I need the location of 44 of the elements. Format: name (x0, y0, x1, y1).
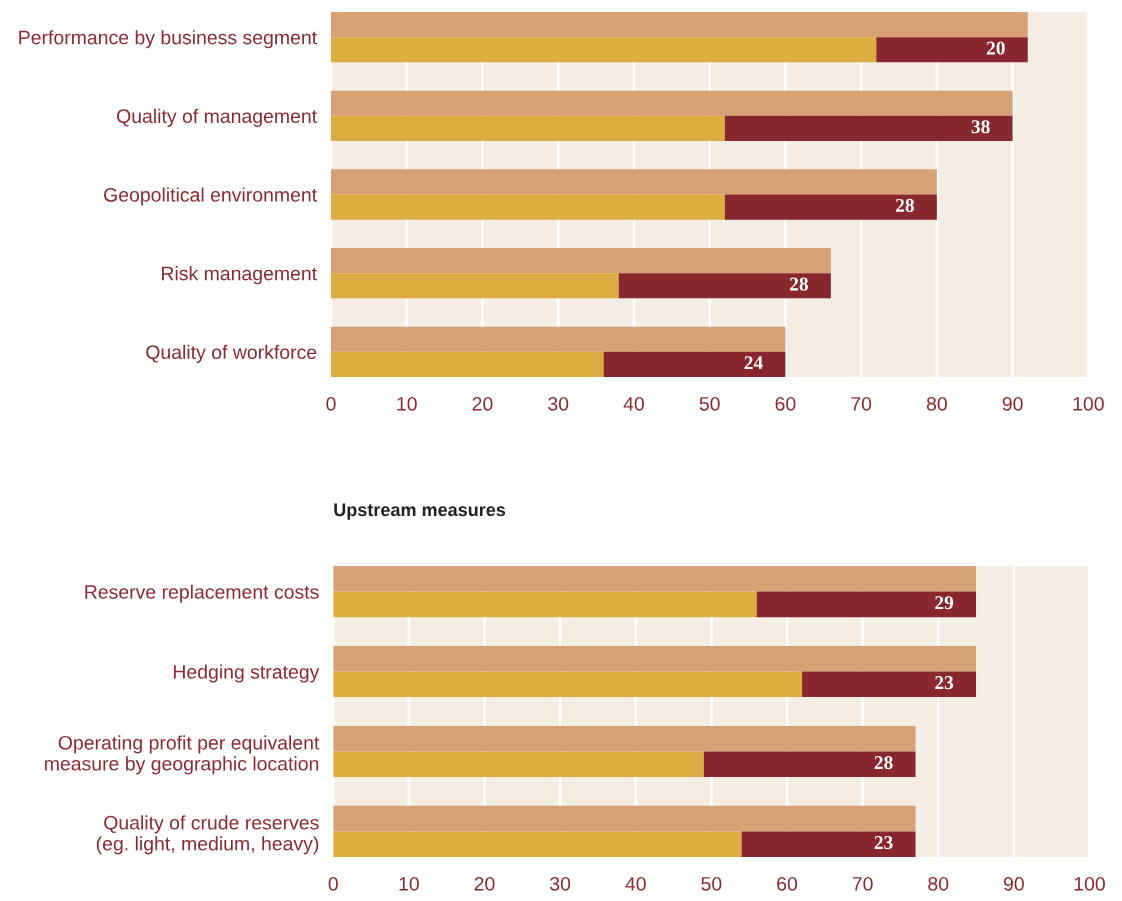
x-tick-label: 70 (852, 876, 873, 891)
y-tick-label: Quality of workforce (146, 344, 317, 363)
x-tick-label: 80 (928, 876, 949, 891)
x-tick-label: 40 (625, 876, 646, 891)
data-label: 38 (971, 120, 990, 134)
x-tick-label: 40 (623, 396, 644, 411)
bar (876, 37, 1028, 63)
x-tick-label: 10 (399, 876, 419, 891)
data-label: 20 (986, 41, 1005, 55)
y-tick-label: Quality of management (117, 108, 317, 127)
x-tick-label: 50 (701, 876, 722, 891)
x-tick-label: 50 (699, 396, 720, 411)
bar (741, 831, 916, 857)
x-tick-label: 0 (328, 876, 338, 891)
x-tick-label: 0 (326, 396, 336, 411)
data-label: 23 (935, 676, 954, 690)
y-tick-label: Quality of crude reserves (eg. light, medium, heavy) (96, 815, 319, 855)
x-tick-label: 100 (1074, 876, 1105, 891)
x-tick-label: 10 (397, 396, 417, 411)
data-label: 29 (935, 596, 954, 610)
y-tick-label: Risk management (162, 266, 317, 285)
x-tick-label: 60 (777, 876, 798, 891)
x-tick-label: 70 (851, 396, 872, 411)
y-tick-label: Performance by business segment (19, 30, 317, 49)
x-tick-label: 90 (1002, 396, 1023, 411)
x-tick-label: 30 (550, 876, 571, 891)
x-tick-label: 20 (472, 396, 493, 411)
data-label: 23 (874, 836, 893, 850)
x-tick-label: 20 (474, 876, 495, 891)
chart-title: Upstream measures (334, 503, 506, 520)
bar (802, 671, 977, 698)
x-tick-label: 80 (926, 396, 947, 411)
data-label: 28 (789, 277, 808, 291)
x-tick-label: 100 (1073, 396, 1104, 411)
data-label: 28 (896, 198, 914, 212)
y-tick-label: Operating profit per equivalent measure by geographic location (45, 735, 320, 775)
y-tick-label: Reserve replacement costs (85, 584, 319, 603)
x-tick-label: 60 (775, 396, 796, 411)
y-tick-label: Geopolitical environment (104, 187, 317, 206)
y-tick-label: Hedging strategy (173, 664, 320, 683)
data-label: 28 (874, 756, 893, 770)
x-tick-label: 30 (548, 396, 569, 411)
x-tick-label: 90 (1003, 876, 1024, 891)
data-label: 24 (744, 356, 763, 370)
